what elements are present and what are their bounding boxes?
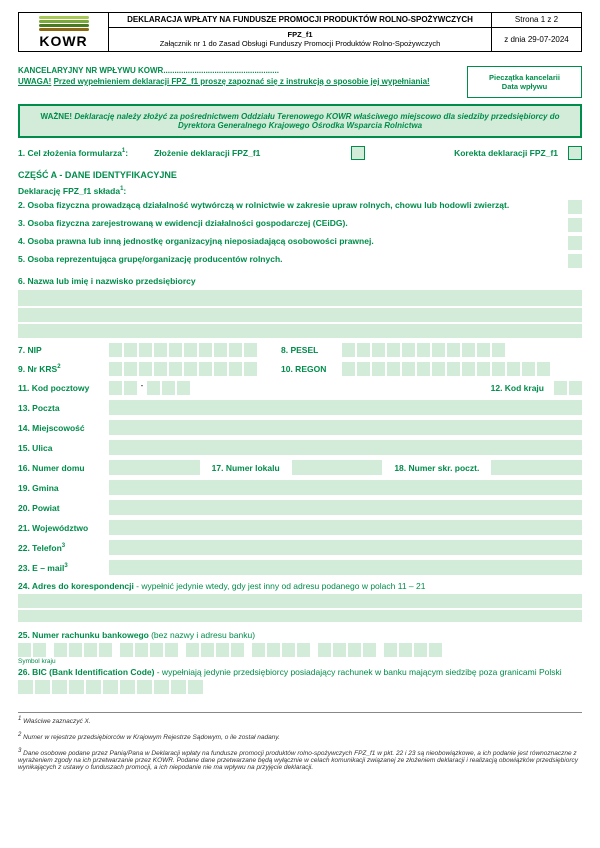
opt-4-row: 4. Osoba prawna lub inną jednostkę organ… <box>18 236 582 250</box>
skr-poczt-input[interactable] <box>491 460 582 475</box>
opt-3-box[interactable] <box>568 218 582 232</box>
purpose-opt2: Korekta deklaracji FPZ_f1 <box>371 148 558 158</box>
f26-note: - wypełniają jedynie przedsiębiorcy posi… <box>157 667 562 677</box>
opt-4-box[interactable] <box>568 236 582 250</box>
doc-date: z dnia 29-07-2024 <box>492 27 582 51</box>
gmina-input[interactable] <box>109 480 582 495</box>
opt-2-box[interactable] <box>568 200 582 214</box>
nip-input[interactable] <box>109 343 257 357</box>
f12-label: 12. Kod kraju <box>491 383 544 393</box>
f19-label: 19. Gmina <box>18 483 103 493</box>
poczta-input[interactable] <box>109 400 582 415</box>
bank-account-input[interactable] <box>18 643 582 657</box>
logo-text: KOWR <box>39 33 89 49</box>
logo-cell: KOWR <box>19 13 109 52</box>
powiat-input[interactable] <box>109 500 582 515</box>
f14-label: 14. Miejscowość <box>18 423 103 433</box>
purpose-opt2-box[interactable] <box>568 146 582 160</box>
f25-note: (bez nazwy i adresu banku) <box>151 630 255 640</box>
header-table: KOWR DEKLARACJA WPŁATY NA FUNDUSZE PROMO… <box>18 12 582 52</box>
f24-note: - wypełnić jedynie wtedy, gdy jest inny … <box>136 581 425 591</box>
f22-label: 22. Telefon3 <box>18 543 103 553</box>
f16-label: 16. Numer domu <box>18 463 103 473</box>
decl-label: Deklarację FPZ_f1 składa1: <box>18 186 582 196</box>
krs-input[interactable] <box>109 362 257 376</box>
f25-label: 25. Numer rachunku bankowego <box>18 630 149 640</box>
f18-label: 18. Numer skr. poczt. <box>394 463 479 473</box>
numer-domu-input[interactable] <box>109 460 200 475</box>
ulica-input[interactable] <box>109 440 582 455</box>
f10-label: 10. REGON <box>281 364 336 374</box>
miejscowosc-input[interactable] <box>109 420 582 435</box>
wojewodztwo-input[interactable] <box>109 520 582 535</box>
numer-lokalu-input[interactable] <box>292 460 383 475</box>
addr-corr-input[interactable] <box>18 594 582 622</box>
bic-input[interactable] <box>18 680 582 694</box>
opt-2-row: 2. Osoba fizyczna prowadzącą działalność… <box>18 200 582 214</box>
warning-text: UWAGA! Przed wypełnieniem deklaracji FPZ… <box>18 77 459 86</box>
f21-label: 21. Województwo <box>18 523 103 533</box>
f8-label: 8. PESEL <box>281 345 336 355</box>
footnotes: 1 Właściwe zaznaczyć X. 2 Numer w rejest… <box>18 712 582 771</box>
symbol-kraju-label: Symbol kraju <box>18 658 582 665</box>
purpose-opt1: Złożenie deklaracji FPZ_f1 <box>134 148 341 158</box>
email-input[interactable] <box>109 560 582 575</box>
f11-label: 11. Kod pocztowy <box>18 383 103 393</box>
f17-label: 17. Numer lokalu <box>212 463 280 473</box>
telefon-input[interactable] <box>109 540 582 555</box>
important-box: WAŻNE! Deklarację należy złożyć za pośre… <box>18 104 582 138</box>
doc-subtitle: FPZ_f1 Załącznik nr 1 do Zasad Obsługi F… <box>109 27 492 51</box>
postal-input[interactable]: - <box>109 381 190 395</box>
f26-label: 26. BIC (Bank Identification Code) <box>18 667 155 677</box>
f24-label: 24. Adres do korespondencji <box>18 581 134 591</box>
name-input[interactable] <box>18 290 582 338</box>
f6-label: 6. Nazwa lub imię i nazwisko przedsiębio… <box>18 276 582 286</box>
kowr-logo: KOWR <box>39 15 89 49</box>
section-a-title: CZĘŚĆ A - DANE IDENTYFIKACYJNE <box>18 170 582 180</box>
f7-label: 7. NIP <box>18 345 103 355</box>
office-nr: KANCELARYJNY NR WPŁYWU KOWR.............… <box>18 66 459 75</box>
doc-title: DEKLARACJA WPŁATY NA FUNDUSZE PROMOCJI P… <box>109 13 492 28</box>
f20-label: 20. Powiat <box>18 503 103 513</box>
purpose-label: 1. Cel złożenia formularza1: <box>18 148 128 158</box>
opt-5-row: 5. Osoba reprezentująca grupę/organizacj… <box>18 254 582 268</box>
f13-label: 13. Poczta <box>18 403 103 413</box>
f23-label: 23. E – mail3 <box>18 563 103 573</box>
opt-3-row: 3. Osoba fizyczna zarejestrowaną w ewide… <box>18 218 582 232</box>
regon-input[interactable] <box>342 362 550 376</box>
page-number: Strona 1 z 2 <box>492 13 582 28</box>
f9-label: 9. Nr KRS2 <box>18 364 103 374</box>
purpose-opt1-box[interactable] <box>351 146 365 160</box>
stamp-box: Pieczątka kancelarii Data wpływu <box>467 66 582 98</box>
f15-label: 15. Ulica <box>18 443 103 453</box>
country-code-input[interactable] <box>554 381 582 395</box>
opt-5-box[interactable] <box>568 254 582 268</box>
pesel-input[interactable] <box>342 343 505 357</box>
